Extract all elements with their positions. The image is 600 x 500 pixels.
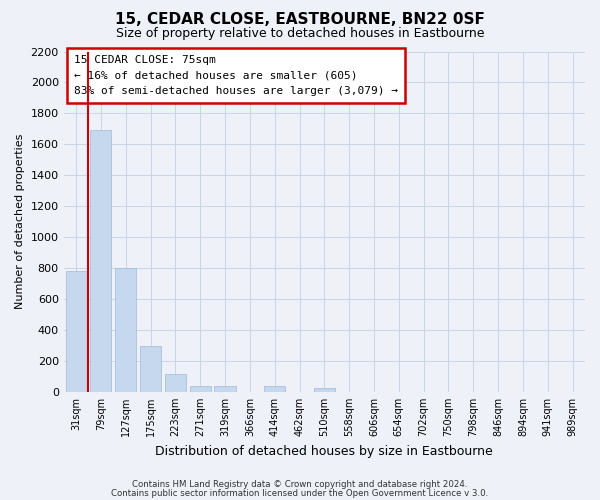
Y-axis label: Number of detached properties: Number of detached properties [15, 134, 25, 310]
Text: Size of property relative to detached houses in Eastbourne: Size of property relative to detached ho… [116, 28, 484, 40]
Bar [91, 130, 112, 392]
Bar [115, 268, 136, 392]
Bar [165, 374, 186, 392]
Text: 15 CEDAR CLOSE: 75sqm
← 16% of detached houses are smaller (605)
83% of semi-det: 15 CEDAR CLOSE: 75sqm ← 16% of detached … [74, 55, 398, 96]
Bar [214, 386, 236, 392]
Text: Contains public sector information licensed under the Open Government Licence v : Contains public sector information licen… [112, 489, 488, 498]
Bar [140, 346, 161, 392]
Bar [65, 271, 86, 392]
Text: 15, CEDAR CLOSE, EASTBOURNE, BN22 0SF: 15, CEDAR CLOSE, EASTBOURNE, BN22 0SF [115, 12, 485, 28]
Text: Contains HM Land Registry data © Crown copyright and database right 2024.: Contains HM Land Registry data © Crown c… [132, 480, 468, 489]
Bar [264, 386, 285, 392]
X-axis label: Distribution of detached houses by size in Eastbourne: Distribution of detached houses by size … [155, 444, 493, 458]
Bar [314, 388, 335, 392]
Bar [190, 386, 211, 392]
